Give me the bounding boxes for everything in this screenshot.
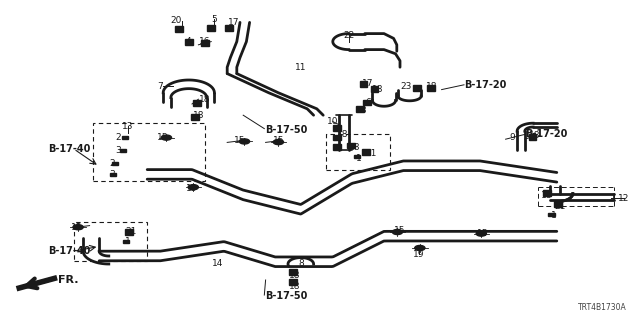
Text: 14: 14 (212, 260, 223, 268)
Circle shape (188, 185, 198, 190)
Bar (122, 136, 128, 139)
Text: 5: 5 (212, 15, 217, 24)
Text: 15: 15 (273, 136, 284, 145)
Bar (185, 39, 193, 45)
Bar (427, 85, 435, 91)
Bar (125, 229, 133, 235)
Circle shape (73, 225, 83, 230)
Text: 3: 3 (109, 170, 115, 179)
Bar (112, 162, 118, 165)
Text: 18: 18 (372, 85, 383, 94)
Text: 2: 2 (109, 159, 115, 168)
Text: 15: 15 (394, 226, 406, 235)
Bar (123, 240, 129, 243)
Text: 6: 6 (365, 98, 371, 107)
Bar (207, 25, 215, 31)
Text: 11: 11 (295, 63, 307, 72)
Bar (333, 135, 341, 140)
Circle shape (239, 139, 250, 144)
Text: 12: 12 (618, 194, 630, 203)
Text: B-17-40: B-17-40 (48, 246, 90, 256)
Bar (175, 26, 183, 32)
Bar (193, 100, 201, 106)
Text: B-17-50: B-17-50 (266, 291, 308, 301)
Bar (333, 125, 341, 131)
Text: 15: 15 (186, 184, 198, 193)
Text: 18: 18 (289, 271, 300, 280)
Text: 18: 18 (337, 130, 348, 139)
Circle shape (476, 231, 486, 236)
Text: 8: 8 (298, 260, 303, 268)
Circle shape (392, 229, 403, 235)
Bar (362, 149, 370, 155)
Bar (363, 100, 371, 105)
Text: 1: 1 (125, 237, 131, 246)
Text: 10: 10 (327, 117, 339, 126)
Text: 17: 17 (362, 79, 374, 88)
Text: 16: 16 (199, 37, 211, 46)
Text: 18: 18 (349, 143, 361, 152)
Text: 18: 18 (199, 95, 211, 104)
Text: 15: 15 (477, 229, 489, 238)
Circle shape (161, 135, 172, 140)
Text: B-17-50: B-17-50 (266, 124, 308, 135)
Text: 21: 21 (554, 202, 566, 211)
Bar (333, 144, 341, 150)
Text: 2: 2 (116, 133, 121, 142)
Text: 18: 18 (529, 132, 540, 140)
Bar (201, 40, 209, 46)
Text: 15: 15 (157, 133, 169, 142)
Text: 18: 18 (541, 191, 553, 200)
Text: 7: 7 (157, 82, 163, 91)
Text: 15: 15 (234, 136, 246, 145)
Text: FR.: FR. (58, 275, 78, 285)
Text: 19: 19 (413, 250, 425, 259)
Bar (529, 134, 536, 140)
Text: 1: 1 (356, 154, 361, 163)
Text: 18: 18 (426, 82, 438, 91)
Text: 9: 9 (509, 133, 515, 142)
Bar (356, 106, 364, 112)
Text: B-17-20: B-17-20 (464, 80, 506, 90)
Bar (548, 213, 555, 216)
Bar (110, 173, 116, 176)
Text: 22: 22 (343, 31, 355, 40)
Text: 17: 17 (228, 18, 239, 27)
Text: 13: 13 (122, 122, 134, 131)
Text: 21: 21 (125, 228, 137, 236)
Text: 18: 18 (193, 111, 204, 120)
Bar (554, 201, 562, 207)
Bar (543, 190, 551, 196)
Text: TRT4B1730A: TRT4B1730A (579, 303, 627, 312)
Bar (289, 279, 297, 285)
Circle shape (273, 140, 284, 145)
Bar (360, 81, 367, 87)
Text: 3: 3 (116, 146, 121, 155)
Text: 20: 20 (170, 16, 182, 25)
Text: B-17-20: B-17-20 (525, 129, 567, 140)
Text: 18: 18 (289, 282, 300, 291)
Text: B-17-40: B-17-40 (48, 144, 90, 154)
Bar (413, 85, 421, 91)
Text: 18: 18 (356, 106, 367, 115)
Bar (191, 114, 199, 120)
Bar (354, 155, 360, 158)
Bar (371, 86, 378, 92)
Text: 23: 23 (401, 82, 412, 91)
Text: 1: 1 (551, 212, 556, 220)
Bar (120, 149, 126, 152)
Text: 21: 21 (365, 149, 377, 158)
Bar (347, 143, 355, 148)
Bar (225, 25, 233, 31)
Text: 4: 4 (186, 37, 191, 46)
Bar (289, 269, 297, 275)
Circle shape (415, 245, 425, 251)
Text: 15: 15 (71, 223, 83, 232)
